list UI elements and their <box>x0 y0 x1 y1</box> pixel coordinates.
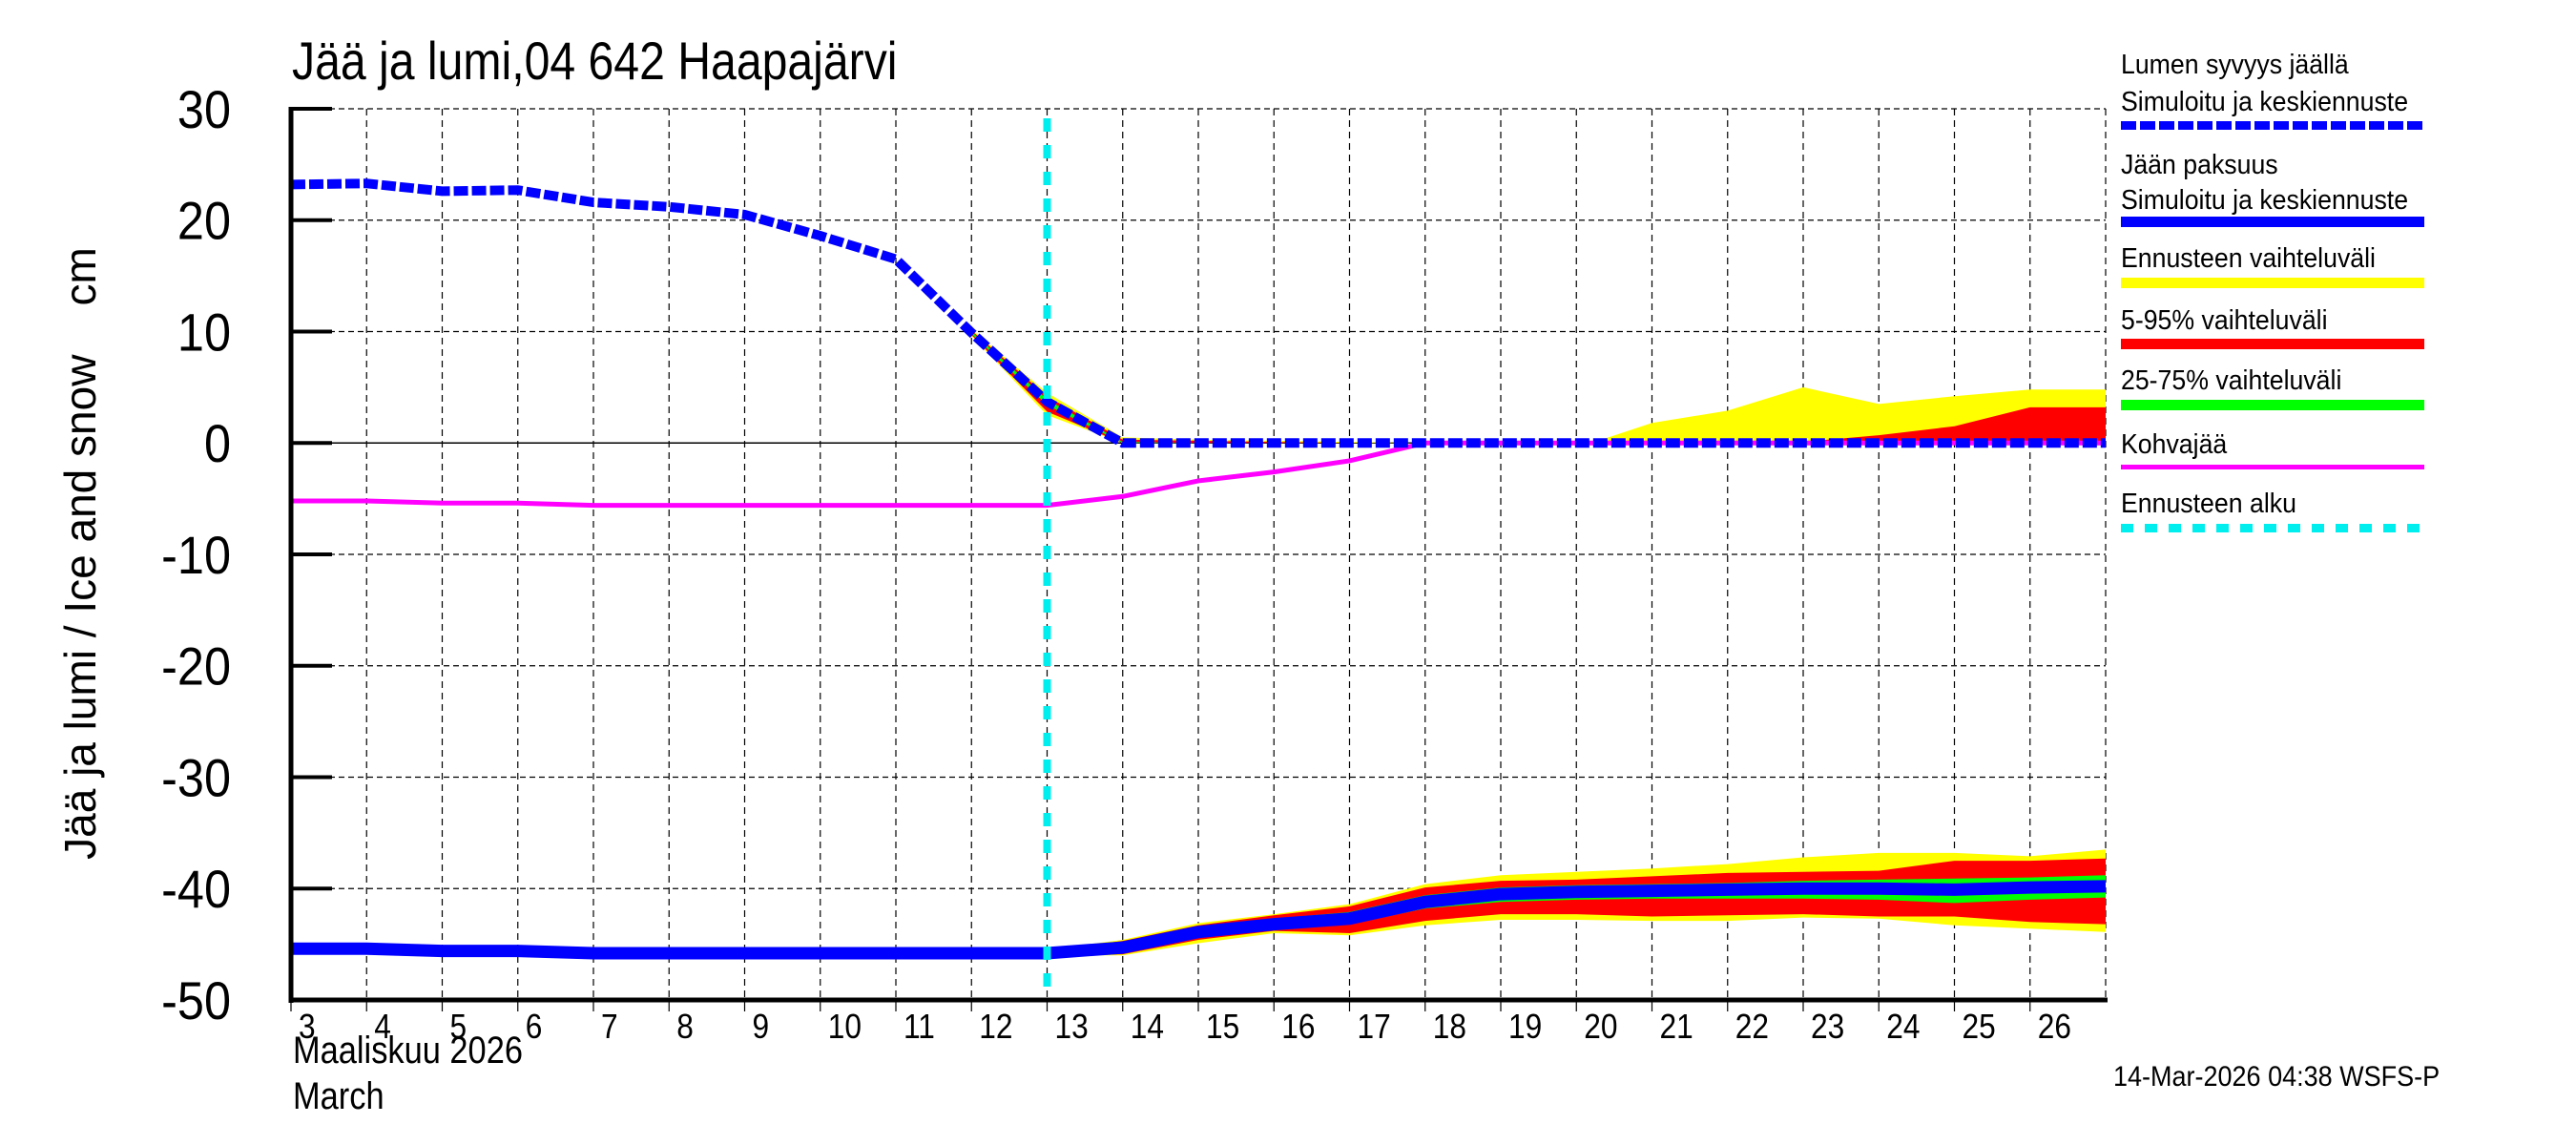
snow-5-95-range <box>971 330 2106 444</box>
y-tick-label: -20 <box>161 637 231 697</box>
x-tick-label: 9 <box>753 1008 770 1046</box>
x-tick-label: 15 <box>1206 1008 1239 1046</box>
generated-timestamp: 14-Mar-2026 04:38 WSFS-P <box>2113 1061 2441 1093</box>
x-tick-label: 23 <box>1811 1008 1844 1046</box>
x-tick-label: 13 <box>1055 1008 1089 1046</box>
forecast-bands <box>971 329 2106 956</box>
x-axis-month-en: March <box>293 1075 384 1117</box>
chart-title: Jää ja lumi,04 642 Haapajärvi <box>292 31 898 91</box>
x-tick-label: 21 <box>1660 1008 1693 1046</box>
y-tick-label: -40 <box>161 861 231 920</box>
ice-thickness-line <box>291 880 2107 960</box>
x-tick-label: 24 <box>1886 1008 1920 1046</box>
legend-swatch-red <box>2121 339 2424 349</box>
x-tick-label: 20 <box>1584 1008 1617 1046</box>
snow-forecast-range <box>971 329 2106 444</box>
y-tick-label: 20 <box>177 192 231 251</box>
y-tick-label: -50 <box>161 972 231 1031</box>
y-axis-label: Jää ja lumi / Ice and snow cm <box>55 247 105 860</box>
legend-label: 25-75% vaihteluväli <box>2121 365 2342 396</box>
legend-label: Jään paksuus <box>2121 150 2278 180</box>
y-tick-label: 0 <box>204 415 231 474</box>
x-tick-label: 22 <box>1735 1008 1769 1046</box>
x-tick-label: 26 <box>2038 1008 2071 1046</box>
x-tick-label: 10 <box>828 1008 862 1046</box>
x-tick-label: 6 <box>526 1008 543 1046</box>
x-tick-label: 12 <box>979 1008 1012 1046</box>
legend-label: 5-95% vaihteluväli <box>2121 305 2328 336</box>
x-tick-label: 19 <box>1508 1008 1542 1046</box>
axes <box>288 107 2108 1011</box>
legend-swatch-blue <box>2121 217 2424 227</box>
snow-depth-line <box>290 178 2106 448</box>
x-tick-label: 7 <box>601 1008 618 1046</box>
x-tick-label: 14 <box>1131 1008 1164 1046</box>
legend-label: Kohvajää <box>2121 429 2228 460</box>
legend-label: Ennusteen alku <box>2121 489 2296 519</box>
legend-label: Ennusteen vaihteluväli <box>2121 243 2376 274</box>
x-tick-label: 11 <box>904 1008 935 1046</box>
y-tick-label: -30 <box>161 749 231 808</box>
legend-sublabel: Simuloitu ja keskiennuste <box>2121 87 2409 117</box>
tick-labels: 30 20 10 0 -10 -20 -30 -40 -50 3 4 5 6 7 8 9 10 11 12 13 14 1… <box>161 81 2071 1047</box>
y-tick-label: 10 <box>177 303 231 363</box>
x-tick-label: 8 <box>676 1008 694 1046</box>
legend-label: Lumen syvyys jäällä <box>2121 50 2349 80</box>
x-tick-label: 4 <box>374 1008 391 1046</box>
y-tick-label: 30 <box>177 81 231 140</box>
legend-swatch-yellow <box>2121 278 2424 288</box>
x-tick-label: 25 <box>1963 1008 1996 1046</box>
x-tick-label: 18 <box>1433 1008 1466 1046</box>
x-tick-label: 16 <box>1281 1008 1315 1046</box>
legend-swatch-dotted-blue <box>2121 121 2424 130</box>
x-tick-label: 17 <box>1358 1008 1391 1046</box>
x-axis-month-fi: Maaliskuu 2026 <box>293 1030 523 1072</box>
legend-swatch-cyan-dashed <box>2121 524 2424 532</box>
x-tick-label: 3 <box>299 1008 316 1046</box>
legend-swatch-green <box>2121 400 2424 410</box>
y-tick-label: -10 <box>161 527 231 586</box>
data-lines <box>290 118 2107 1000</box>
ice-25-75-range <box>1047 875 2106 955</box>
x-tick-label: 5 <box>450 1008 467 1046</box>
legend-swatch-magenta <box>2121 465 2424 469</box>
legend-sublabel: Simuloitu ja keskiennuste <box>2121 185 2409 216</box>
